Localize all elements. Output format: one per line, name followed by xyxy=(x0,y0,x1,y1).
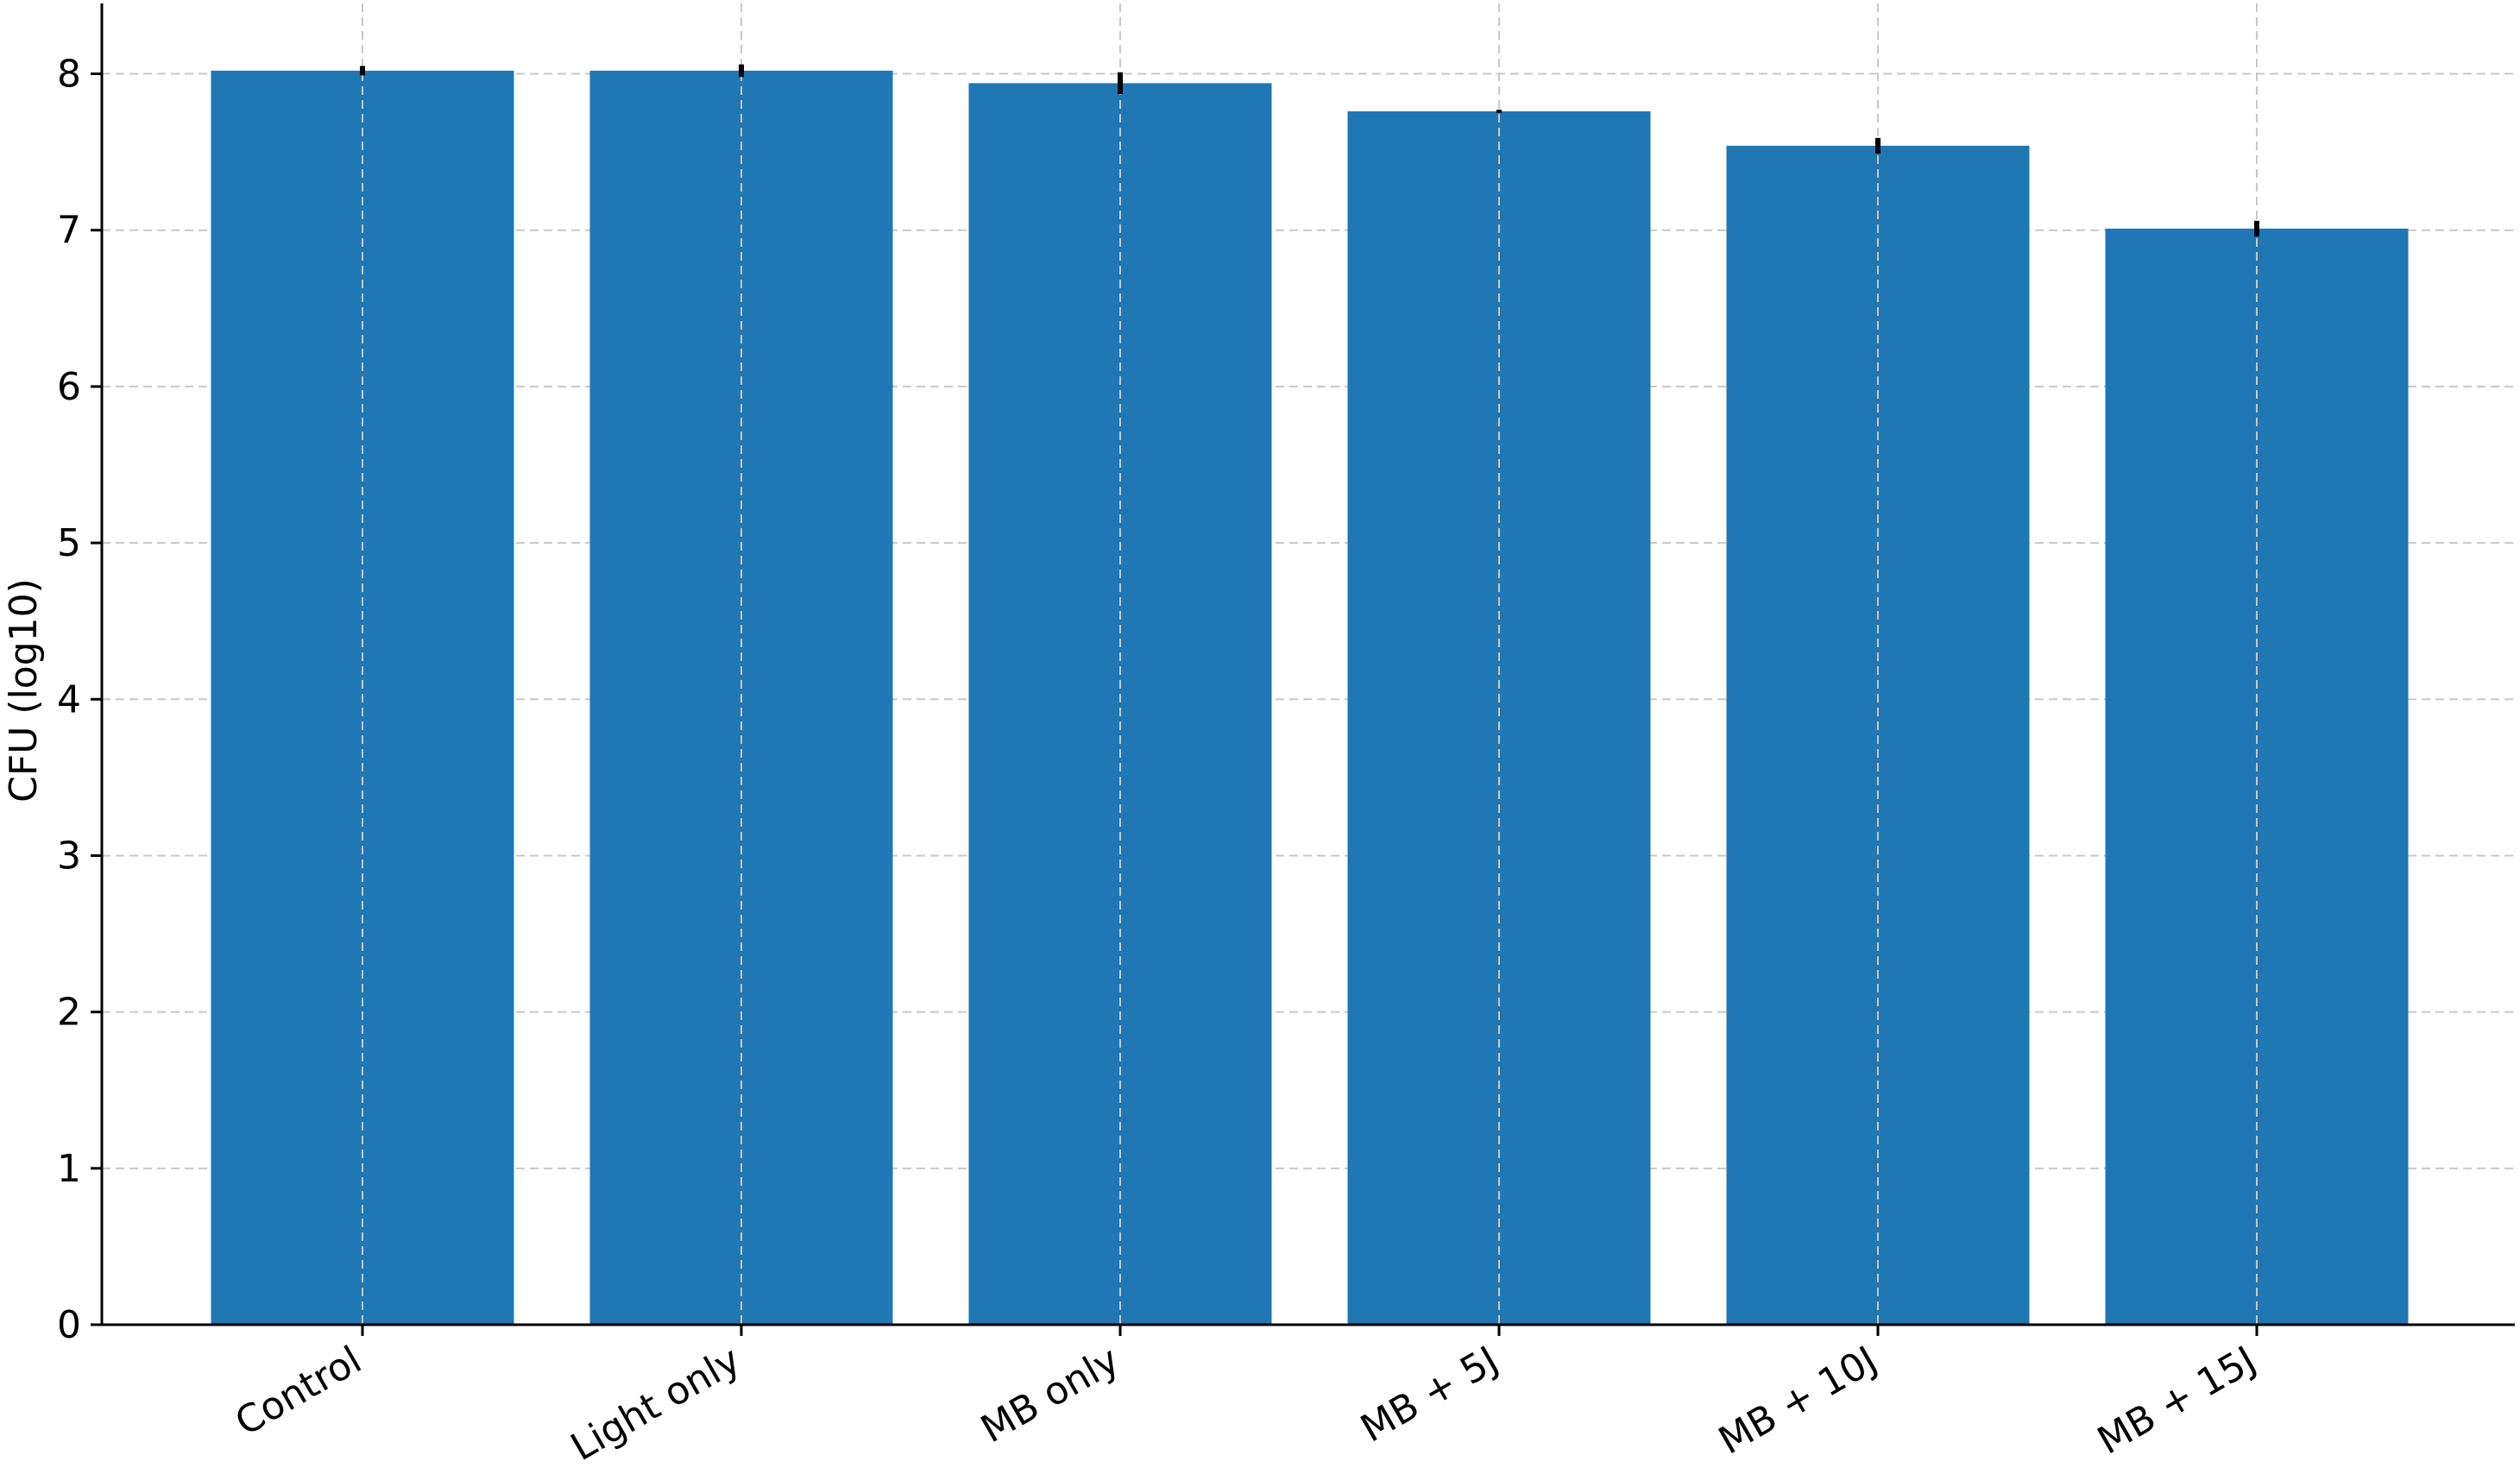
y-tick-label: 3 xyxy=(57,834,81,878)
x-tick-label: MB + 10J xyxy=(1711,1338,1884,1463)
axis-layer xyxy=(91,3,2515,1336)
x-tick-label: MB + 5J xyxy=(1353,1338,1505,1451)
bar xyxy=(968,83,1272,1325)
x-tick-label: Control xyxy=(228,1338,369,1445)
y-tick-label: 4 xyxy=(57,677,81,721)
x-tick-label: MB only xyxy=(973,1338,1126,1452)
y-tick-label: 5 xyxy=(57,521,81,565)
y-tick-label: 2 xyxy=(57,991,81,1035)
y-tick-label: 8 xyxy=(57,53,81,97)
y-tick-label: 7 xyxy=(57,209,81,253)
y-axis-label: CFU (log10) xyxy=(2,578,46,803)
error-bar-layer xyxy=(360,64,2259,236)
y-tick-label: 1 xyxy=(57,1147,81,1191)
y-tick-label: 0 xyxy=(57,1303,81,1347)
x-tick-label: Light only xyxy=(564,1338,747,1470)
y-tick-label: 6 xyxy=(57,365,81,409)
x-tick-label: MB + 15J xyxy=(2090,1338,2263,1463)
bar-layer xyxy=(211,70,2409,1325)
